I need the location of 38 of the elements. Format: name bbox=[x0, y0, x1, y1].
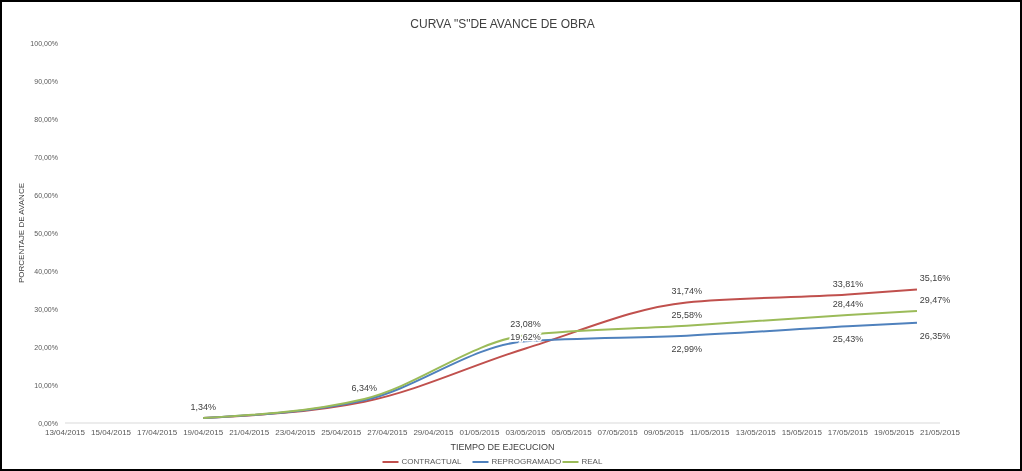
y-axis-title: PORCENTAJE DE AVANCE bbox=[17, 182, 26, 284]
data-label: 23,08% bbox=[510, 319, 541, 330]
data-label: 28,44% bbox=[832, 298, 864, 309]
x-tick-label: 29/04/2015 bbox=[413, 428, 454, 437]
chart-title: CURVA "S"DE AVANCE DE OBRA bbox=[410, 17, 595, 31]
x-tick-label: 15/04/2015 bbox=[91, 428, 132, 437]
x-tick-label: 21/04/2015 bbox=[229, 428, 270, 437]
legend-label: REAL bbox=[581, 457, 603, 466]
x-tick-label: 05/05/2015 bbox=[551, 428, 593, 437]
x-tick-label: 13/05/2015 bbox=[735, 428, 777, 437]
x-tick-label: 07/05/2015 bbox=[597, 428, 639, 437]
x-tick-label: 15/05/2015 bbox=[781, 428, 823, 437]
legend-label: REPROGRAMADO bbox=[491, 457, 562, 466]
data-label: 25,58% bbox=[671, 309, 702, 320]
x-tick-label: 19/04/2015 bbox=[183, 428, 224, 437]
data-label: 26,35% bbox=[919, 330, 951, 341]
x-tick-label: 27/04/2015 bbox=[367, 428, 408, 437]
x-tick-label: 09/05/2015 bbox=[643, 428, 685, 437]
x-tick-label: 03/05/2015 bbox=[505, 428, 547, 437]
x-tick-label: 23/04/2015 bbox=[275, 428, 316, 437]
legend-label: CONTRACTUAL bbox=[401, 457, 463, 466]
data-label: 33,81% bbox=[832, 278, 864, 289]
x-tick-label: 25/04/2015 bbox=[321, 428, 362, 437]
data-label: 25,43% bbox=[832, 334, 864, 345]
x-tick-label: 01/05/2015 bbox=[459, 428, 501, 437]
x-tick-label: 17/04/2015 bbox=[137, 428, 178, 437]
data-label: 31,74% bbox=[671, 286, 702, 297]
x-tick-label: 13/04/2015 bbox=[44, 428, 86, 437]
x-tick-label: 17/05/2015 bbox=[827, 428, 869, 437]
x-axis-title: TIEMPO DE EJECUCION bbox=[450, 442, 555, 452]
data-label: 29,47% bbox=[919, 295, 951, 306]
data-label: 35,16% bbox=[919, 273, 951, 284]
data-label: 22,99% bbox=[671, 343, 702, 354]
x-tick-label: 21/05/2015 bbox=[919, 428, 961, 437]
data-label: 1,34% bbox=[190, 401, 216, 412]
x-tick-label: 11/05/2015 bbox=[690, 428, 731, 437]
data-label: 6,34% bbox=[351, 382, 378, 393]
x-tick-label: 19/05/2015 bbox=[873, 428, 915, 437]
